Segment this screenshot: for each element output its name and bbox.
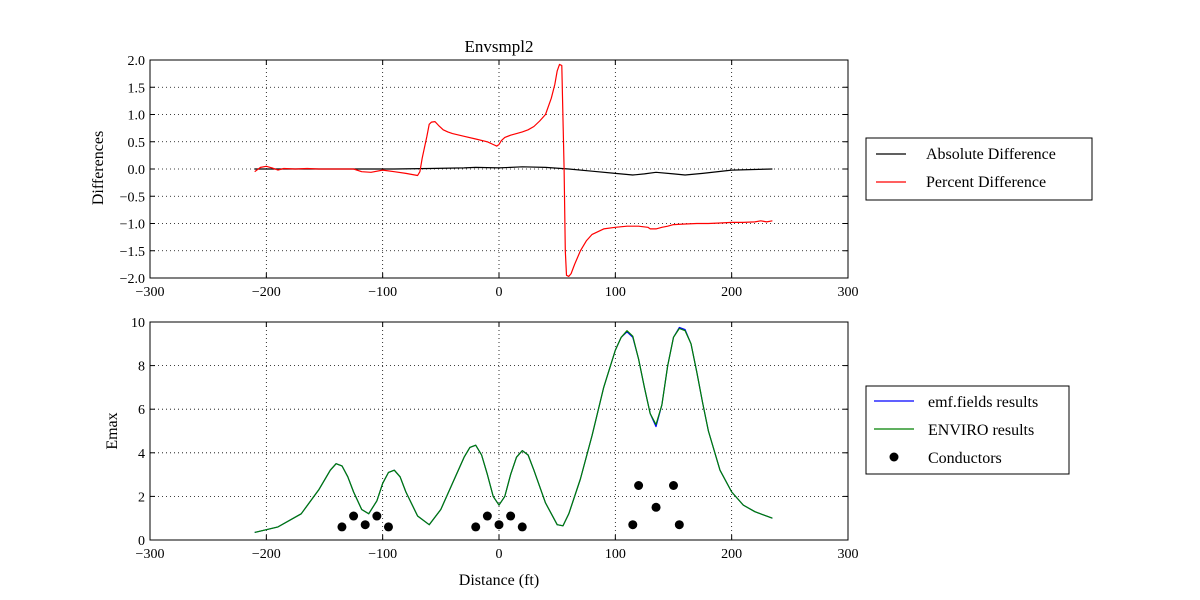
x-tick-label: 0 xyxy=(496,547,503,562)
y-axis-label: Differences xyxy=(90,131,107,205)
y-tick-label: 0 xyxy=(138,534,145,549)
y-tick-label: −0.5 xyxy=(120,190,145,205)
conductor-point xyxy=(506,511,516,521)
series-layer xyxy=(254,326,773,533)
y-tick-label: 2 xyxy=(138,490,145,505)
x-tick-label: 300 xyxy=(838,547,859,562)
conductor-point xyxy=(349,511,359,521)
series-layer xyxy=(254,63,773,277)
conductor-point xyxy=(360,520,370,530)
x-tick-label: 200 xyxy=(721,285,742,300)
x-tick-label: 100 xyxy=(605,285,626,300)
x-tick-label: 100 xyxy=(605,547,626,562)
series-line-absolute-difference xyxy=(254,166,773,176)
conductor-point xyxy=(372,511,382,521)
x-tick-label: 300 xyxy=(838,285,859,300)
x-tick-label: −300 xyxy=(136,547,165,562)
legend-label-enviro-results: ENVIRO results xyxy=(928,422,1034,439)
y-tick-label: −1.0 xyxy=(120,218,145,233)
y-tick-label: 1.5 xyxy=(128,81,146,96)
conductor-point xyxy=(471,522,481,532)
y-tick-label: 8 xyxy=(138,360,145,375)
x-tick-label: 0 xyxy=(496,285,503,300)
conductor-point xyxy=(628,520,638,530)
legend-swatch-conductors xyxy=(889,452,899,462)
y-tick-label: −1.5 xyxy=(120,245,145,260)
y-tick-label: 2.0 xyxy=(128,54,146,69)
legend-label-conductors: Conductors xyxy=(928,450,1002,467)
legend-box xyxy=(865,137,1093,201)
y-tick-label: 0.5 xyxy=(128,136,146,151)
y-tick-label: 1.0 xyxy=(128,109,146,124)
conductor-point xyxy=(517,522,527,532)
ticks: −300 −200 −100 0 100 200 300 2.0 1.5 1.0 0.5 0.0 −0.… xyxy=(120,54,859,300)
y-tick-label: 6 xyxy=(138,403,145,418)
conductor-point xyxy=(482,511,492,521)
chart-title: Envsmpl2 xyxy=(465,37,534,56)
conductor-point xyxy=(634,481,644,490)
legend-label-absolute-difference: Absolute Difference xyxy=(926,146,1056,163)
series-line-percent-difference xyxy=(254,63,773,277)
conductor-point xyxy=(494,520,504,530)
legend: emf.fields results ENVIRO results Conduc… xyxy=(865,385,1070,475)
legend-label-percent-difference: Percent Difference xyxy=(926,174,1046,191)
grid xyxy=(150,322,848,540)
differences-chart: Envsmpl2 Differences −300 −200 −100 0 100 200… xyxy=(90,37,1093,300)
x-tick-label: −300 xyxy=(136,285,165,300)
y-tick-label: 10 xyxy=(131,316,145,331)
y-tick-label: 4 xyxy=(138,447,145,462)
conductor-point xyxy=(337,522,347,532)
series-line-enviro-results xyxy=(254,327,773,533)
y-tick-label: 0.0 xyxy=(128,163,146,178)
emax-chart: Emax Distance (ft) −300 −200 −100 0 100 200 30… xyxy=(104,316,1070,589)
legend: Absolute Difference Percent Difference xyxy=(865,137,1093,201)
ticks: −300 −200 −100 0 100 200 300 10 8 6 4 2 0 xyxy=(131,316,859,562)
conductor-point xyxy=(674,520,684,530)
x-tick-label: −200 xyxy=(252,285,281,300)
x-tick-label: −200 xyxy=(252,547,281,562)
conductor-point xyxy=(669,481,678,490)
x-axis-label: Distance (ft) xyxy=(459,572,539,589)
x-tick-label: −100 xyxy=(368,285,397,300)
y-tick-label: −2.0 xyxy=(120,272,145,287)
conductor-point xyxy=(383,522,393,532)
x-tick-label: 200 xyxy=(721,547,742,562)
legend-label-emf-fields-results: emf.fields results xyxy=(928,394,1038,411)
x-tick-label: −100 xyxy=(368,547,397,562)
conductor-point xyxy=(651,502,661,512)
y-axis-label: Emax xyxy=(104,412,121,449)
